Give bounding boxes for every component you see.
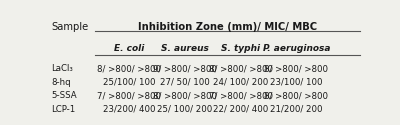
Text: 8/ >800/ >800: 8/ >800/ >800 [209,64,273,73]
Text: 8-hq: 8-hq [52,78,71,87]
Text: 5-SSA: 5-SSA [52,91,77,100]
Text: 25/ 100/ 200: 25/ 100/ 200 [157,105,212,114]
Text: Sample: Sample [52,22,89,32]
Text: S. aureus: S. aureus [161,44,209,53]
Text: 7/ >800/ >800: 7/ >800/ >800 [97,91,161,100]
Text: LaCl₃: LaCl₃ [52,64,74,73]
Text: 27/ 50/ 100: 27/ 50/ 100 [160,78,210,87]
Text: 24/ 100/ 200: 24/ 100/ 200 [213,78,268,87]
Text: 8/ >800/ >800: 8/ >800/ >800 [97,64,161,73]
Text: 8/ >800/ >800: 8/ >800/ >800 [264,64,328,73]
Text: Inhibition Zone (mm)/ MIC/ MBC: Inhibition Zone (mm)/ MIC/ MBC [138,22,317,32]
Text: 23/200/ 400: 23/200/ 400 [103,105,155,114]
Text: 23/100/ 100: 23/100/ 100 [270,78,323,87]
Text: E. coli: E. coli [114,44,144,53]
Text: 25/100/ 100: 25/100/ 100 [103,78,155,87]
Text: 9/ >800/ >800: 9/ >800/ >800 [153,64,217,73]
Text: S. typhi: S. typhi [221,44,260,53]
Text: P. aeruginosa: P. aeruginosa [263,44,330,53]
Text: 22/ 200/ 400: 22/ 200/ 400 [213,105,268,114]
Text: 21/200/ 200: 21/200/ 200 [270,105,323,114]
Text: 8/ >800/ >800: 8/ >800/ >800 [264,91,328,100]
Text: 8/ >800/ >800: 8/ >800/ >800 [153,91,217,100]
Text: 7/ >800/ >800: 7/ >800/ >800 [209,91,273,100]
Text: LCP-1: LCP-1 [52,105,76,114]
